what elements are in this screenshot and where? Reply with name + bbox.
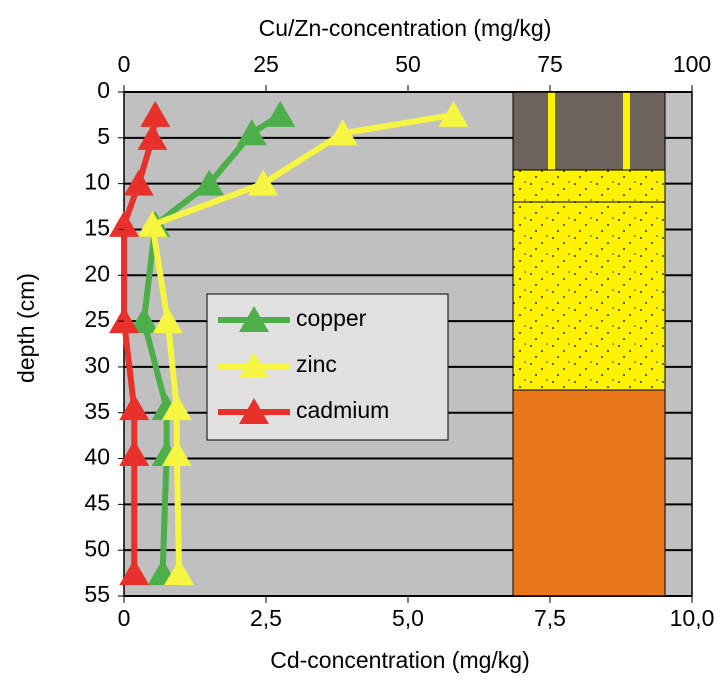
marker bbox=[119, 394, 150, 421]
marker bbox=[194, 169, 225, 196]
legend-marker bbox=[239, 306, 269, 332]
marker bbox=[161, 394, 192, 421]
x2-tick-label: 50 bbox=[395, 51, 421, 77]
x2-tick-label: 75 bbox=[537, 51, 563, 77]
y-tick-label: 40 bbox=[84, 444, 110, 470]
marker bbox=[128, 307, 159, 334]
marker bbox=[438, 100, 469, 127]
marker bbox=[109, 307, 139, 334]
x-tick-label: 10,0 bbox=[670, 605, 715, 631]
x2-tick-label: 0 bbox=[118, 51, 131, 77]
marker bbox=[248, 169, 279, 196]
marker bbox=[119, 439, 150, 466]
x-tick-label: 0 bbox=[118, 605, 131, 631]
x-tick-label: 7,5 bbox=[534, 605, 566, 631]
series bbox=[109, 100, 469, 586]
marker bbox=[119, 559, 150, 586]
legend-label: zinc bbox=[296, 351, 337, 377]
y-tick-label: 0 bbox=[97, 77, 110, 103]
y-tick-label: 45 bbox=[84, 489, 110, 515]
marker bbox=[164, 559, 195, 586]
marker bbox=[236, 119, 267, 146]
legend-label: cadmium bbox=[296, 397, 389, 423]
marker bbox=[161, 439, 192, 466]
legend-marker bbox=[239, 352, 269, 378]
y-tick-label: 50 bbox=[84, 535, 110, 561]
y-axis-title: depth (cm) bbox=[13, 273, 39, 383]
x2-tick-label: 25 bbox=[253, 51, 279, 77]
marker bbox=[327, 119, 358, 146]
y-tick-label: 25 bbox=[84, 306, 110, 332]
marker bbox=[109, 210, 139, 237]
y-tick-label: 35 bbox=[84, 398, 110, 424]
y-tick-label: 5 bbox=[97, 123, 110, 149]
legend-marker bbox=[239, 398, 269, 424]
x-tick-label: 2,5 bbox=[250, 605, 282, 631]
soil-profile bbox=[512, 91, 666, 597]
marker bbox=[152, 307, 183, 334]
y-tick-label: 55 bbox=[84, 581, 110, 607]
marker bbox=[137, 210, 168, 237]
marker bbox=[123, 169, 154, 196]
top-axis-title: Cu/Zn-concentration (mg/kg) bbox=[259, 15, 552, 41]
x-tick-label: 5,0 bbox=[392, 605, 424, 631]
legend-items: copper zinc cadmium bbox=[218, 305, 389, 424]
marker bbox=[265, 100, 296, 127]
x-axis-title: Cd-concentration (mg/kg) bbox=[270, 647, 530, 673]
marker bbox=[137, 123, 168, 150]
y-tick-label: 15 bbox=[84, 215, 110, 241]
y-tick-label: 30 bbox=[84, 352, 110, 378]
y-tick-label: 20 bbox=[84, 260, 110, 286]
marker bbox=[140, 100, 171, 127]
x2-tick-label: 100 bbox=[673, 51, 711, 77]
y-tick-label: 10 bbox=[84, 169, 110, 195]
legend-label: copper bbox=[296, 305, 367, 331]
